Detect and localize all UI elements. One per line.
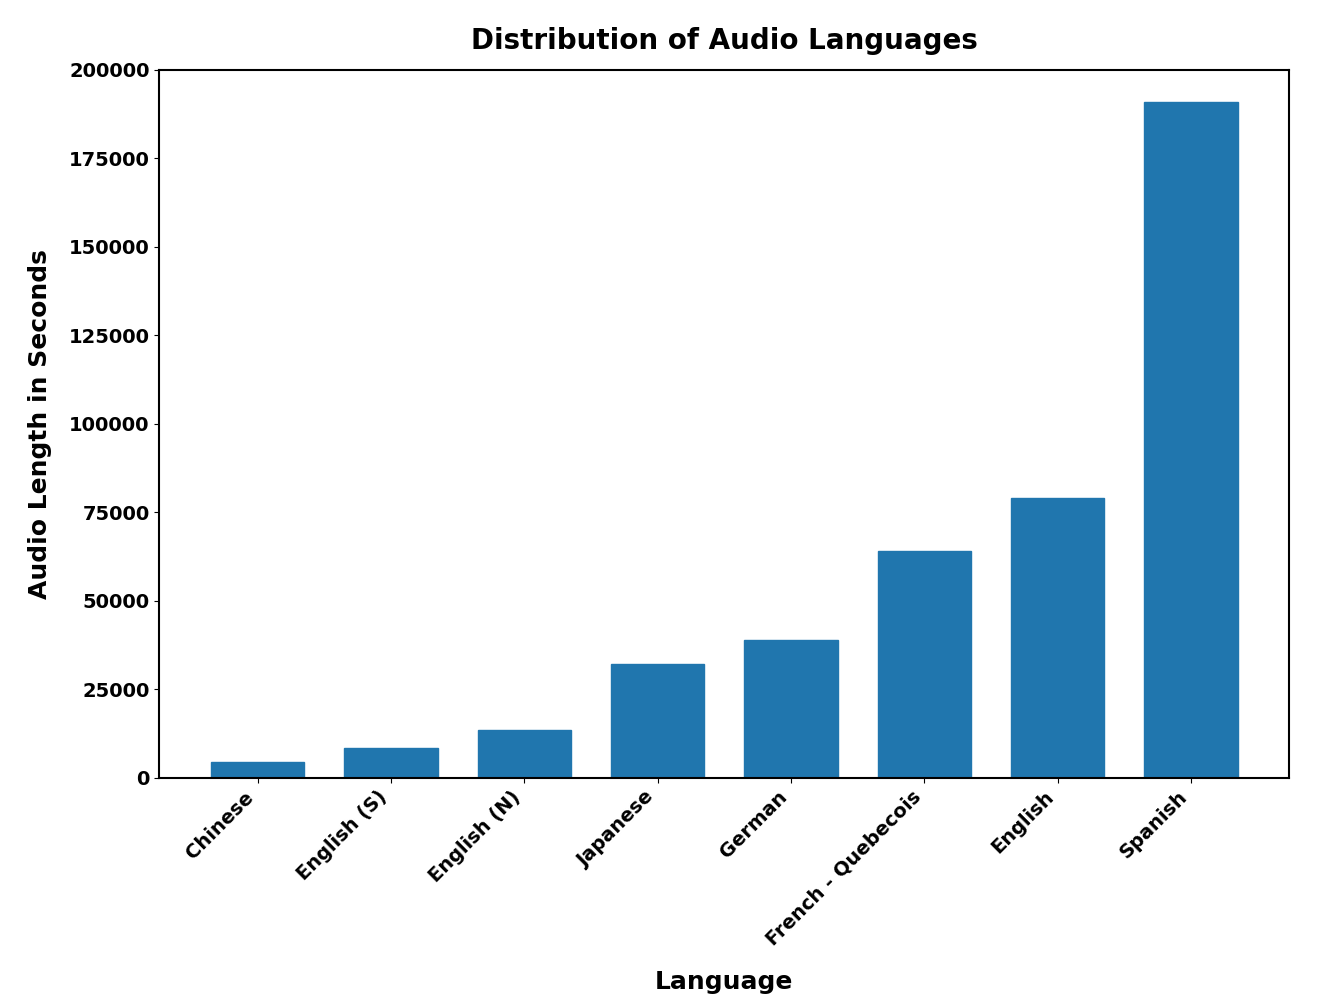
- Bar: [744, 640, 837, 778]
- Bar: [211, 762, 304, 778]
- Title: Distribution of Audio Languages: Distribution of Audio Languages: [470, 27, 978, 55]
- Bar: [1011, 498, 1104, 778]
- Y-axis label: Audio Length in Seconds: Audio Length in Seconds: [28, 249, 52, 598]
- Bar: [477, 730, 571, 778]
- X-axis label: Language: Language: [655, 970, 793, 994]
- Bar: [1144, 102, 1237, 778]
- Bar: [877, 551, 971, 778]
- Bar: [344, 748, 437, 778]
- Bar: [611, 664, 704, 778]
